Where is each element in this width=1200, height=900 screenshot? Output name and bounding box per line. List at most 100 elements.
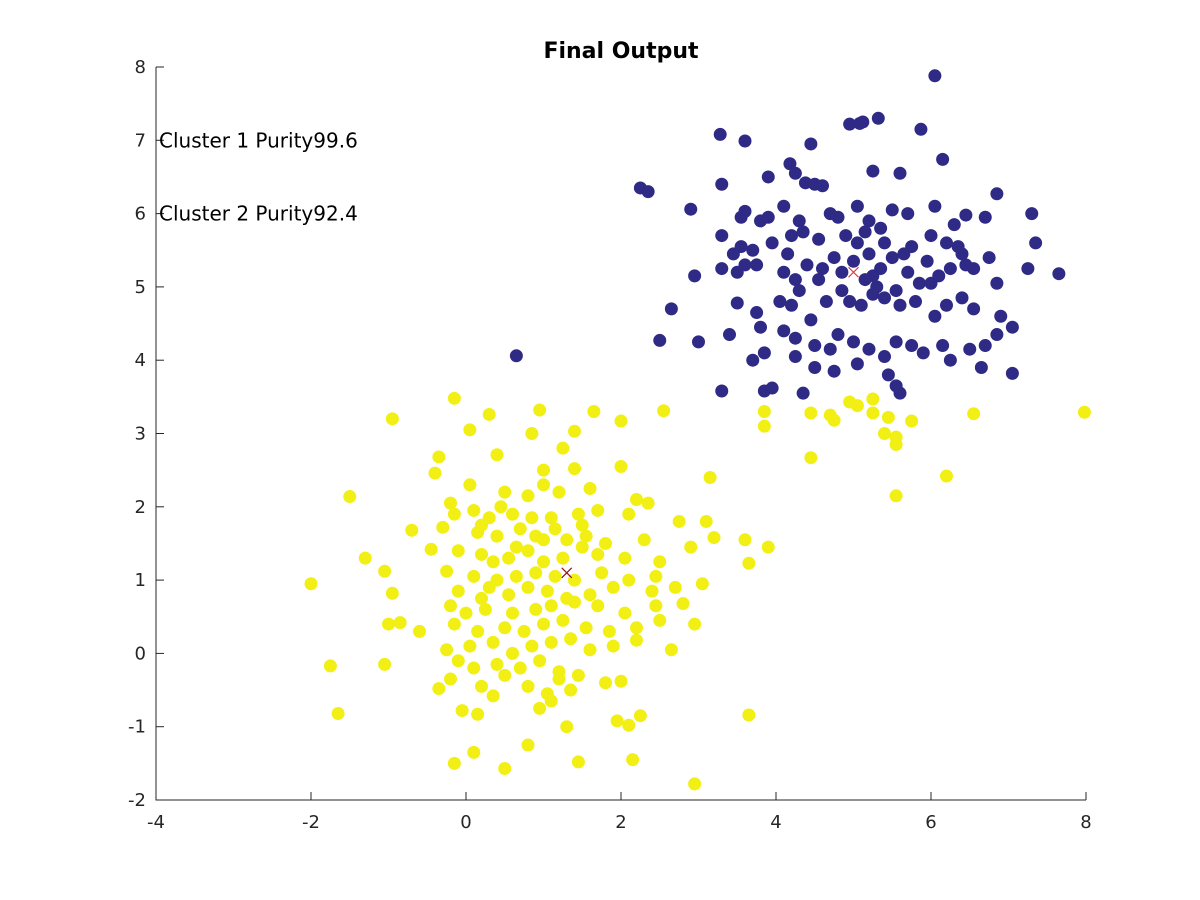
data-point [695,577,709,591]
data-point [788,273,802,287]
data-point [757,405,771,419]
data-point [630,621,643,635]
data-point [947,218,961,232]
data-point [858,225,872,239]
data-point [874,262,888,276]
data-point [475,547,488,561]
data-point [905,339,919,353]
data-point [1025,207,1039,221]
data-point [850,199,864,213]
x-tick-label: 2 [615,812,626,833]
data-point [521,580,535,594]
data-point [451,584,465,598]
data-point [382,617,395,631]
data-point [463,423,477,437]
data-point [490,657,504,671]
data-point [451,654,465,668]
data-point [990,276,1004,290]
data-point [812,232,826,246]
data-point [788,166,802,180]
data-point [715,229,729,243]
x-axis: -4 -2 0 2 4 6 8 [147,792,1092,833]
data-point [870,280,884,294]
data-point [544,635,558,649]
y-axis: -2 -1 0 1 2 3 4 5 6 7 8 [128,57,164,811]
data-point [521,738,535,752]
data-point [591,503,605,517]
data-point [885,203,899,217]
data-point [633,709,647,723]
data-point [746,353,760,367]
data-point [816,179,829,193]
data-point [606,580,620,594]
data-point [750,258,764,272]
data-point [626,753,640,767]
y-tick-label: 1 [135,570,146,591]
data-point [525,511,539,525]
x-tick-label: 0 [460,812,471,833]
data-point [742,708,756,722]
data-point [823,342,837,356]
data-point [967,262,981,276]
data-point [843,295,857,309]
y-tick-label: -2 [128,790,146,811]
data-point [897,247,911,261]
data-point [595,566,609,580]
data-point [649,569,663,583]
data-point [856,115,870,129]
data-point [486,635,500,649]
data-point [494,500,508,514]
data-point [936,152,950,166]
data-point [583,481,597,495]
data-point [447,617,461,631]
data-point [994,309,1008,323]
data-point [583,643,597,657]
data-point [482,407,496,421]
data-point [905,414,919,428]
annotations: Cluster 1 Purity99.6 Cluster 2 Purity92.4 [159,128,358,225]
data-point [800,258,814,272]
data-point [587,405,601,419]
data-point [1029,236,1043,250]
data-point [537,555,550,569]
data-point [893,298,907,312]
data-point [560,720,574,734]
data-point [393,616,407,630]
data-point [835,265,849,279]
data-point [978,210,992,224]
data-point [808,339,822,353]
data-point [750,306,764,320]
data-point [533,654,547,668]
data-point [568,462,581,476]
data-point [881,410,895,424]
data-point [684,540,698,554]
data-point [568,595,581,609]
data-point [575,518,589,532]
y-tick-label: 6 [135,204,146,225]
data-point [486,689,500,703]
data-point [754,320,767,334]
data-point [544,694,558,708]
data-point [924,229,938,243]
data-point [556,551,570,565]
data-point [653,333,667,347]
data-point [622,573,636,587]
data-point [777,324,791,338]
data-point [765,381,779,395]
data-point [521,544,535,558]
data-point [575,540,589,554]
data-point [804,313,818,327]
data-point [1077,405,1091,419]
data-point [862,214,876,228]
data-point [862,247,876,261]
data-point [579,621,593,635]
data-point [664,302,678,316]
data-point [556,613,570,627]
data-point [571,755,585,769]
data-point [692,335,705,349]
data-point [804,406,818,420]
data-point [564,632,578,646]
data-point [854,298,868,312]
data-point [521,679,535,693]
